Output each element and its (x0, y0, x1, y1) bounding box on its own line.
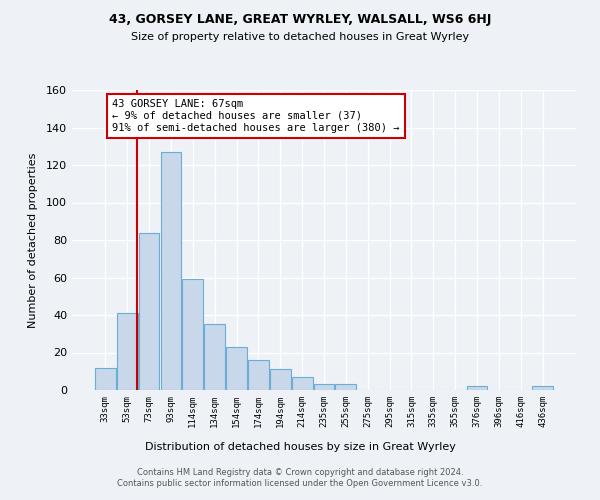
Text: Size of property relative to detached houses in Great Wyrley: Size of property relative to detached ho… (131, 32, 469, 42)
Bar (117, 313, 137, 390)
Bar (139, 232, 160, 390)
Text: Contains HM Land Registry data © Crown copyright and database right 2024.
Contai: Contains HM Land Registry data © Crown c… (118, 468, 482, 487)
Bar (292, 377, 313, 390)
Bar (532, 386, 553, 390)
Bar (335, 384, 356, 390)
Bar (248, 360, 269, 390)
Bar (270, 370, 290, 390)
Text: 43 GORSEY LANE: 67sqm
← 9% of detached houses are smaller (37)
91% of semi-detac: 43 GORSEY LANE: 67sqm ← 9% of detached h… (112, 100, 400, 132)
Bar (226, 347, 247, 390)
Bar (161, 152, 181, 390)
Bar (204, 324, 225, 390)
Text: Distribution of detached houses by size in Great Wyrley: Distribution of detached houses by size … (145, 442, 455, 452)
Bar (95, 368, 116, 390)
Text: 43, GORSEY LANE, GREAT WYRLEY, WALSALL, WS6 6HJ: 43, GORSEY LANE, GREAT WYRLEY, WALSALL, … (109, 12, 491, 26)
Y-axis label: Number of detached properties: Number of detached properties (28, 152, 38, 328)
Bar (467, 386, 487, 390)
Bar (314, 384, 334, 390)
Bar (182, 280, 203, 390)
